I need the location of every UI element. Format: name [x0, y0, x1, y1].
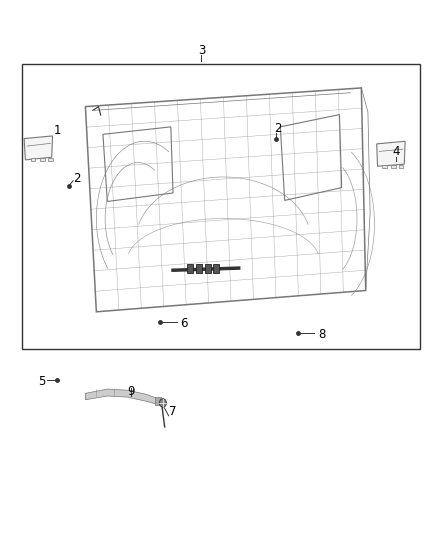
Bar	[382, 165, 387, 168]
Text: 6: 6	[180, 317, 188, 330]
Text: 3: 3	[198, 44, 205, 57]
Bar	[187, 264, 193, 273]
Bar	[31, 158, 35, 161]
Text: 4: 4	[392, 146, 400, 158]
Polygon shape	[155, 397, 161, 405]
Polygon shape	[24, 136, 53, 160]
Bar	[205, 264, 211, 273]
Bar	[399, 165, 403, 168]
Polygon shape	[377, 141, 405, 166]
Polygon shape	[85, 389, 158, 405]
Text: 8: 8	[318, 328, 325, 341]
Bar	[40, 158, 45, 161]
Text: 7: 7	[169, 405, 177, 418]
Bar	[48, 158, 53, 161]
Bar	[196, 264, 202, 273]
Text: 1: 1	[53, 124, 61, 137]
Text: 5: 5	[38, 375, 45, 387]
Bar	[391, 165, 396, 168]
Bar	[22, 64, 420, 349]
Text: 2: 2	[73, 172, 81, 185]
Bar	[213, 264, 219, 273]
Text: 2: 2	[274, 123, 282, 135]
Circle shape	[159, 399, 166, 407]
Text: 9: 9	[127, 385, 135, 398]
